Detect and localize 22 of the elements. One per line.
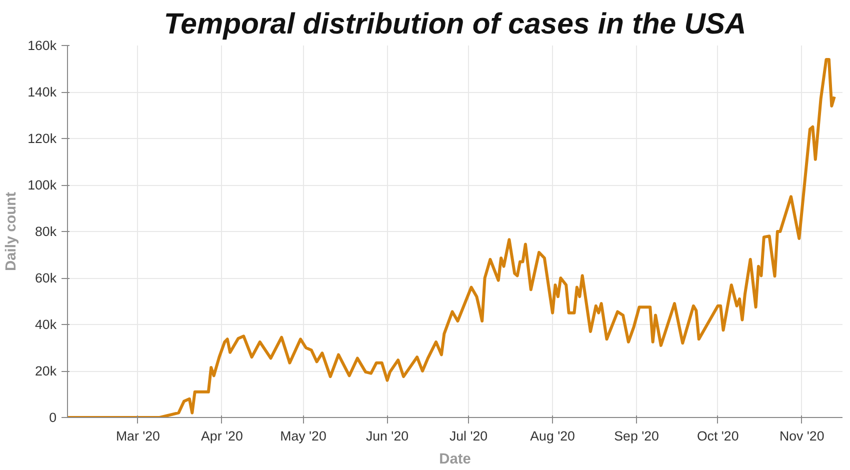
y-tick-label: 20k — [35, 364, 57, 378]
y-tick-label: 140k — [28, 84, 57, 100]
x-tick-label: Nov '20 — [779, 428, 824, 444]
x-tick-label: Mar '20 — [116, 428, 160, 444]
x-tick-label: Sep '20 — [614, 428, 659, 444]
x-tick-label: Apr '20 — [201, 428, 243, 444]
y-tick-label: 160k — [28, 38, 57, 53]
line-series — [68, 58, 836, 418]
x-tick-label: Jun '20 — [366, 428, 409, 444]
chart-title: Temporal distribution of cases in the USA — [164, 8, 746, 40]
x-tick-label: Aug '20 — [530, 428, 575, 444]
x-tick-label: May '20 — [280, 428, 326, 444]
y-tick-label: 100k — [28, 178, 57, 192]
y-tick-label: 120k — [28, 131, 57, 146]
x-axis-title: Date — [439, 452, 471, 468]
y-tick-label: 60k — [35, 270, 57, 286]
y-tick-label: 40k — [35, 317, 57, 332]
y-tick-label: 80k — [35, 224, 57, 239]
x-tick-label: Jul '20 — [449, 428, 488, 444]
x-tick-label: Oct '20 — [696, 428, 739, 444]
y-axis-title: Daily count — [4, 192, 20, 271]
y-tick-label: 0 — [49, 410, 57, 425]
